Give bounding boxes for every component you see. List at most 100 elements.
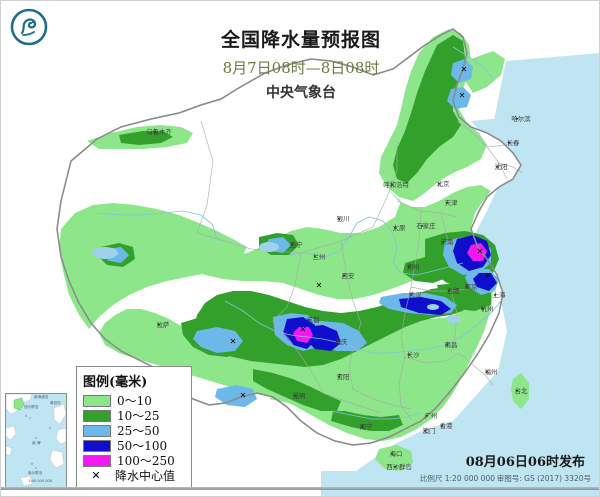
- national-boundary: [56, 28, 522, 446]
- city-dot: [423, 429, 427, 432]
- cma-dragon-logo: [9, 7, 49, 47]
- city-label: 重庆: [335, 337, 348, 346]
- city-label: 澳门: [423, 426, 436, 435]
- city-dot: [515, 389, 519, 392]
- rivers-layer: [92, 46, 502, 420]
- legend-swatch-50-100: [83, 439, 111, 452]
- city-label: 成都: [307, 315, 320, 324]
- precip-center-markers-layer: ✕ ✕ ✕ ✕ ✕ ✕ ✕ ✕: [230, 65, 492, 400]
- city-dot: [507, 141, 511, 144]
- legend-swatch-25-50: [83, 424, 111, 437]
- city-label: 西宁: [290, 240, 303, 249]
- precip-center-x-marker: ✕: [240, 391, 247, 400]
- inset-scale: 1:40 000 000: [28, 479, 53, 483]
- city-dot: [445, 201, 449, 204]
- city-dot: [445, 343, 449, 346]
- map-approval-number: 审图号: GS (2017) 3320号: [496, 474, 591, 483]
- legend-item-10-25: 10～25: [83, 408, 185, 423]
- city-dot: [481, 307, 485, 310]
- city-dot: [493, 293, 497, 296]
- city-label: 长春: [507, 138, 520, 147]
- city-label: 西沙群岛: [386, 462, 412, 471]
- city-label: 上海: [493, 290, 506, 299]
- city-label: 兰州: [313, 252, 326, 261]
- city-dot: [390, 452, 394, 455]
- legend-item-50-100: 50～100: [83, 438, 185, 453]
- city-label: 北京: [437, 179, 450, 188]
- city-dot: [337, 217, 341, 220]
- city-dot: [495, 165, 499, 168]
- city-label: 南京: [465, 282, 478, 291]
- legend-item-0-10: 0～10: [83, 393, 185, 408]
- city-label: 天津: [445, 199, 458, 207]
- city-label: 贵阳: [337, 372, 350, 381]
- city-label: 杭州: [481, 304, 494, 313]
- city-label: 福州: [485, 367, 498, 376]
- inset-label-nansha: 南沙群岛: [28, 470, 43, 475]
- city-dot: [409, 293, 413, 296]
- precip-center-x-marker: ✕: [477, 247, 484, 256]
- legend-label-25-50: 25～50: [117, 424, 160, 438]
- legend-item-precip-center: ✕ 降水中心值: [83, 468, 185, 483]
- inset-label-huangyan: 黄岩岛: [50, 400, 61, 405]
- precip-center-x-marker: ✕: [459, 91, 466, 100]
- bottom-rule: [1, 487, 599, 490]
- legend-label-50-100: 50～100: [117, 439, 168, 453]
- legend-panel: 图例(毫米) 0～10 10～25 25～50 50～100 100～250 ✕…: [76, 366, 192, 489]
- city-dot: [393, 465, 397, 468]
- city-dot: [313, 255, 317, 258]
- city-label: 石家庄: [416, 221, 436, 230]
- city-labels-layer: 乌鲁木齐拉萨 西宁兰州 银川 呼和浩特 北京天津太原 石家庄济南西安 郑州成都重庆 武汉 合肥南…: [146, 114, 531, 471]
- south-china-sea-inset: 南海诸岛 西沙群岛 黄岩岛 南 海 南沙群岛 1:40 000 000: [5, 393, 67, 489]
- city-label: 台北: [515, 386, 528, 395]
- city-label: 哈尔滨: [511, 114, 531, 123]
- city-label: 拉萨: [157, 320, 170, 329]
- city-label: 合肥: [447, 286, 460, 295]
- city-dot: [440, 424, 444, 427]
- city-dot: [290, 243, 294, 246]
- city-dot: [157, 323, 161, 326]
- city-label: 长沙: [407, 350, 420, 359]
- legend-label-0-10: 0～10: [117, 394, 152, 408]
- city-dot: [441, 240, 445, 243]
- legend-label-100-250: 100～250: [117, 454, 175, 468]
- city-label: 乌鲁木齐: [146, 127, 172, 136]
- city-label: 香港: [440, 421, 453, 430]
- city-dot: [407, 353, 411, 356]
- city-dot: [335, 340, 339, 343]
- city-dot: [390, 183, 394, 186]
- city-label: 南昌: [445, 340, 458, 349]
- city-label: 银川: [337, 214, 350, 223]
- city-label: 呼和浩特: [383, 180, 409, 189]
- city-dot: [465, 285, 469, 288]
- city-dot: [420, 224, 424, 227]
- legend-swatch-0-10: [83, 394, 111, 407]
- city-dot: [337, 375, 341, 378]
- legend-label-10-25: 10～25: [117, 409, 160, 423]
- city-dot: [153, 130, 157, 133]
- city-label: 西安: [342, 271, 355, 280]
- city-label: 太原: [393, 223, 406, 232]
- legend-swatch-10-25: [83, 409, 111, 422]
- city-label: 武汉: [409, 290, 422, 299]
- x-marker-icon: ✕: [91, 469, 101, 482]
- city-dot: [407, 265, 411, 268]
- city-dot: [360, 425, 364, 428]
- precip-center-x-marker: ✕: [300, 325, 307, 334]
- precip-band-100-250: [293, 243, 487, 343]
- precip-center-x-marker: ✕: [461, 65, 468, 74]
- legend-item-25-50: 25～50: [83, 423, 185, 438]
- city-label: 海口: [390, 449, 403, 458]
- city-label: 郑州: [407, 263, 420, 271]
- city-label: 昆明: [293, 392, 306, 400]
- legend-label-precip-center: 降水中心值: [115, 469, 176, 483]
- legend-title: 图例(毫米): [83, 375, 148, 390]
- scale-text: 比例尺 1:20 000 000: [419, 474, 495, 483]
- city-dot: [485, 370, 489, 373]
- city-dot: [425, 414, 429, 417]
- inset-title: 南海诸岛: [34, 394, 49, 399]
- legend-swatch-100-250: [83, 454, 111, 467]
- precip-center-x-marker: ✕: [316, 281, 323, 290]
